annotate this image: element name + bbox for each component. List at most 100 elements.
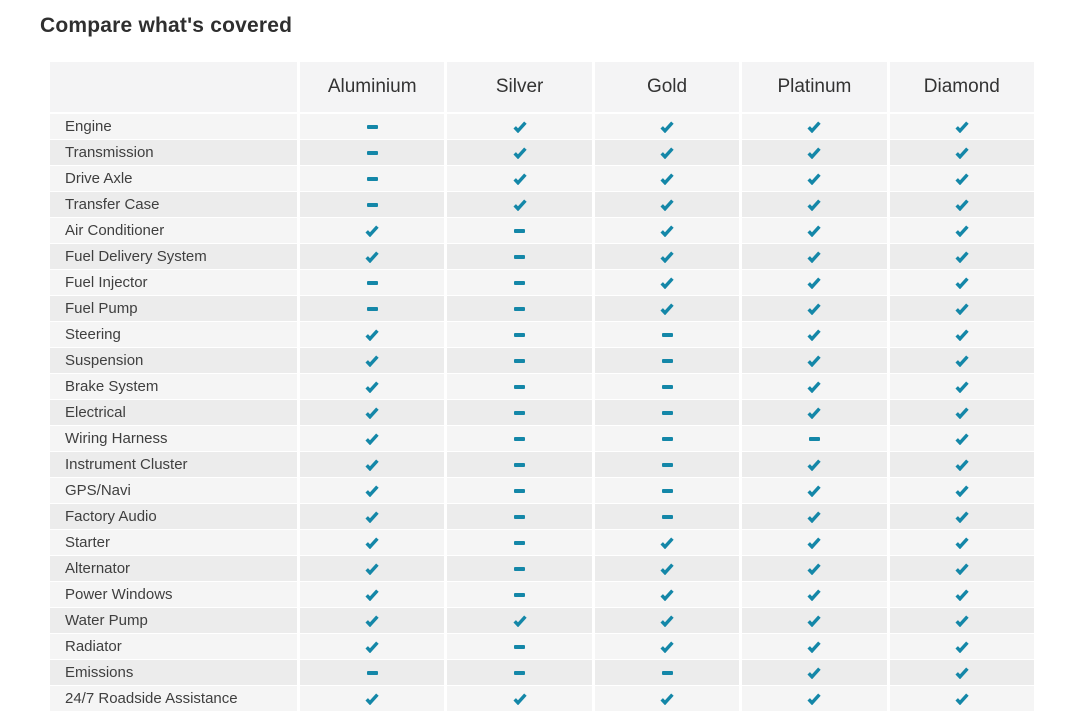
check-icon: [660, 640, 674, 653]
check-icon: [365, 562, 379, 575]
table-row: Starter: [50, 530, 1034, 556]
check-icon: [807, 146, 822, 159]
check-icon: [955, 536, 969, 549]
table-row: Steering: [50, 322, 1034, 348]
coverage-cell-platinum: [739, 192, 886, 217]
coverage-cell-silver: [444, 270, 591, 295]
coverage-cell-gold: [591, 140, 739, 165]
check-icon: [660, 120, 674, 133]
table-row: Electrical: [50, 400, 1034, 426]
row-label: Starter: [65, 534, 111, 551]
check-icon: [955, 172, 969, 185]
check-icon: [660, 172, 674, 185]
check-icon: [807, 302, 822, 315]
coverage-cell-diamond: [886, 426, 1034, 451]
coverage-cell-silver: [444, 556, 591, 581]
coverage-cell-gold: [591, 582, 739, 607]
column-header-platinum: Platinum: [739, 62, 886, 112]
row-label: Electrical: [65, 404, 126, 421]
check-icon: [955, 380, 969, 393]
coverage-cell-diamond: [886, 582, 1034, 607]
coverage-cell-diamond: [886, 530, 1034, 555]
check-icon: [365, 380, 379, 393]
coverage-cell-aluminium: [297, 426, 444, 451]
table-row: Emissions: [50, 660, 1034, 686]
coverage-cell-diamond: [886, 374, 1034, 399]
coverage-cell-aluminium: [297, 192, 444, 217]
coverage-cell-aluminium: [297, 608, 444, 633]
table-row: Air Conditioner: [50, 218, 1034, 244]
coverage-cell-aluminium: [297, 686, 444, 711]
check-icon: [807, 406, 822, 419]
check-icon: [660, 536, 674, 549]
dash-icon: [514, 592, 526, 597]
coverage-cell-platinum: [739, 608, 886, 633]
check-icon: [955, 406, 969, 419]
coverage-cell-aluminium: [297, 218, 444, 243]
coverage-cell-silver: [444, 400, 591, 425]
coverage-cell-silver: [444, 114, 591, 139]
coverage-cell-gold: [591, 452, 739, 477]
check-icon: [955, 354, 969, 367]
check-icon: [807, 328, 822, 341]
check-icon: [807, 198, 822, 211]
coverage-cell-aluminium: [297, 348, 444, 373]
dash-icon: [366, 124, 378, 129]
dash-icon: [514, 514, 526, 519]
coverage-cell-platinum: [739, 270, 886, 295]
check-icon: [660, 614, 674, 627]
check-icon: [807, 484, 822, 497]
coverage-cell-diamond: [886, 270, 1034, 295]
coverage-cell-gold: [591, 400, 739, 425]
row-label: Factory Audio: [65, 508, 157, 525]
check-icon: [513, 146, 527, 159]
coverage-cell-platinum: [739, 452, 886, 477]
dash-icon: [514, 462, 526, 467]
dash-icon: [808, 436, 820, 441]
check-icon: [365, 328, 379, 341]
dash-icon: [366, 176, 378, 181]
row-label: Drive Axle: [65, 170, 133, 187]
row-label: Brake System: [65, 378, 159, 395]
coverage-cell-gold: [591, 426, 739, 451]
table-row: Factory Audio: [50, 504, 1034, 530]
check-icon: [807, 120, 822, 133]
check-icon: [660, 588, 674, 601]
coverage-cell-aluminium: [297, 140, 444, 165]
coverage-cell-silver: [444, 218, 591, 243]
check-icon: [365, 458, 379, 471]
row-label: Steering: [65, 326, 121, 343]
row-label: Wiring Harness: [65, 430, 168, 447]
check-icon: [513, 198, 527, 211]
dash-icon: [366, 202, 378, 207]
coverage-cell-gold: [591, 660, 739, 685]
check-icon: [955, 276, 969, 289]
coverage-cell-gold: [591, 322, 739, 347]
coverage-cell-silver: [444, 686, 591, 711]
table-row: Drive Axle: [50, 166, 1034, 192]
check-icon: [955, 692, 969, 705]
coverage-cell-diamond: [886, 634, 1034, 659]
coverage-cell-platinum: [739, 322, 886, 347]
table-row: Engine: [50, 114, 1034, 140]
check-icon: [955, 484, 969, 497]
check-icon: [955, 224, 969, 237]
row-label: Transfer Case: [65, 196, 160, 213]
dash-icon: [366, 670, 378, 675]
table-row: 24/7 Roadside Assistance: [50, 686, 1034, 712]
check-icon: [660, 302, 674, 315]
coverage-cell-gold: [591, 478, 739, 503]
coverage-cell-diamond: [886, 686, 1034, 711]
check-icon: [660, 224, 674, 237]
check-icon: [955, 146, 969, 159]
coverage-cell-diamond: [886, 166, 1034, 191]
coverage-cell-silver: [444, 322, 591, 347]
check-icon: [807, 562, 822, 575]
table-header-row: Aluminium Silver Gold Platinum Diamond: [50, 62, 1034, 112]
coverage-cell-gold: [591, 296, 739, 321]
check-icon: [807, 172, 822, 185]
coverage-cell-silver: [444, 348, 591, 373]
check-icon: [365, 250, 379, 263]
coverage-cell-silver: [444, 426, 591, 451]
